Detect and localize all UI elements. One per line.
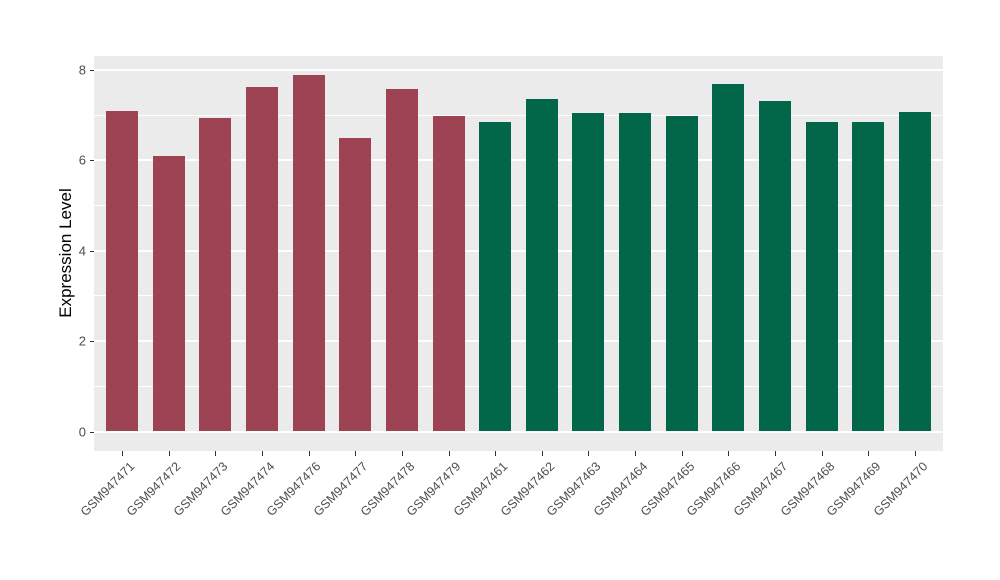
y-tick-mark-2 — [90, 341, 94, 343]
x-tick-mark-GSM947462 — [541, 451, 543, 456]
gridline-minor-3 — [94, 295, 943, 297]
x-tick-mark-GSM947463 — [588, 451, 590, 456]
gridline-major-8 — [94, 68, 943, 71]
x-tick-mark-GSM947471 — [121, 451, 123, 456]
y-tick-label-8: 8 — [78, 62, 86, 78]
bar-GSM947469 — [852, 122, 885, 432]
bar-GSM947464 — [619, 112, 652, 432]
x-tick-mark-GSM947468 — [821, 451, 823, 456]
x-tick-mark-GSM947474 — [261, 451, 263, 456]
gridline-major-2 — [94, 340, 943, 343]
y-tick-mark-0 — [90, 431, 94, 433]
y-tick-label-2: 2 — [78, 333, 86, 349]
bar-GSM947468 — [805, 122, 838, 432]
bar-GSM947476 — [292, 75, 325, 432]
bar-GSM947467 — [759, 100, 792, 432]
x-tick-mark-GSM947473 — [215, 451, 217, 456]
x-tick-mark-GSM947476 — [308, 451, 310, 456]
x-tick-mark-GSM947466 — [728, 451, 730, 456]
y-tick-mark-8 — [90, 69, 94, 71]
plot-panel — [94, 56, 943, 451]
bar-GSM947479 — [432, 116, 465, 432]
bar-GSM947471 — [105, 111, 138, 432]
bar-GSM947474 — [245, 86, 278, 432]
gridline-major-0 — [94, 430, 943, 433]
bar-GSM947466 — [712, 84, 745, 432]
x-tick-mark-GSM947469 — [868, 451, 870, 456]
bar-GSM947463 — [572, 112, 605, 432]
y-tick-mark-4 — [90, 250, 94, 252]
y-tick-label-4: 4 — [78, 243, 86, 259]
x-tick-mark-GSM947464 — [635, 451, 637, 456]
bar-GSM947465 — [665, 116, 698, 432]
x-tick-mark-GSM947470 — [915, 451, 916, 456]
x-tick-mark-GSM947461 — [495, 451, 497, 456]
x-tick-mark-GSM947465 — [681, 451, 683, 456]
gridline-minor-1 — [94, 385, 943, 387]
x-tick-mark-GSM947467 — [775, 451, 777, 456]
x-tick-mark-GSM947479 — [448, 451, 450, 456]
gridline-major-6 — [94, 159, 943, 162]
x-tick-mark-GSM947477 — [355, 451, 357, 456]
y-tick-mark-6 — [90, 160, 94, 162]
bar-GSM947472 — [152, 156, 185, 432]
gridline-minor-7 — [94, 114, 943, 116]
gridline-minor-5 — [94, 205, 943, 206]
bar-GSM947461 — [479, 122, 512, 432]
bar-GSM947473 — [199, 117, 232, 432]
x-tick-mark-GSM947472 — [168, 451, 170, 456]
y-tick-label-0: 0 — [78, 424, 86, 439]
y-tick-label-6: 6 — [78, 152, 86, 168]
x-tick-mark-GSM947478 — [401, 451, 403, 456]
bar-GSM947462 — [525, 98, 558, 432]
gridline-major-4 — [94, 249, 943, 252]
bar-GSM947477 — [339, 137, 372, 432]
bar-GSM947478 — [385, 88, 418, 432]
bar-GSM947470 — [899, 112, 931, 432]
